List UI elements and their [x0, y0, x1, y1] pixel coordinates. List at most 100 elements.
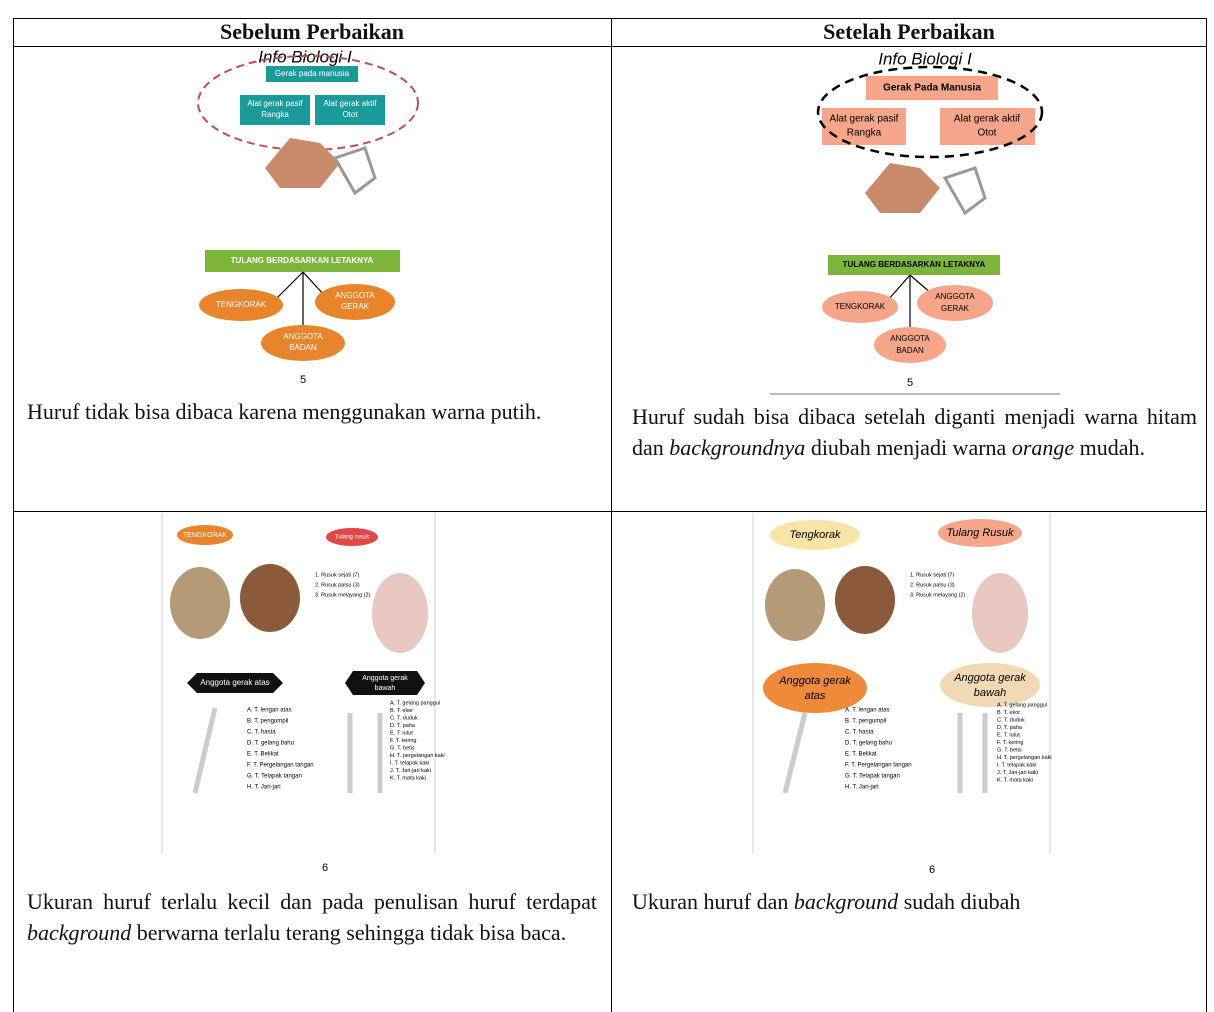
list-item: 2. Rusuk palsu (3)	[910, 582, 955, 588]
label-text: Tengkorak	[790, 529, 841, 541]
label-shape	[187, 673, 283, 693]
label-shape	[763, 663, 867, 713]
box-text: Rangka	[261, 110, 289, 119]
list-item: C. T. hasta	[247, 730, 276, 736]
label-text: Anggota gerak	[778, 675, 851, 687]
caption-text: backgroundnya	[669, 435, 806, 460]
label-text: Tulang rusuk	[335, 535, 370, 541]
node-text: ANGGOTA	[935, 292, 975, 301]
caption-text: background	[793, 889, 899, 914]
node-text: GERAK	[941, 304, 970, 313]
list-item: H. T. Jari-jari	[247, 785, 281, 791]
node-text: ANGGOTA	[283, 332, 323, 341]
box-text: Gerak pada manusia	[275, 69, 350, 78]
label-text: Anggota gerak	[953, 672, 1026, 684]
list-item: E. T. lutut	[390, 730, 413, 736]
banner	[205, 250, 400, 272]
hand-illustration	[265, 138, 377, 196]
box-text: Otot	[978, 128, 997, 139]
caption-text: Ukuran huruf terlalu kecil dan pada penu…	[27, 889, 597, 914]
list-item: 1. Rusuk sejati (7)	[315, 572, 359, 578]
node-text: ANGGOTA	[890, 334, 930, 343]
list-item: K. T. mata kaki	[390, 775, 426, 781]
caption: Ukuran huruf terlalu kecil dan pada penu…	[27, 886, 597, 948]
node	[822, 291, 898, 323]
list-item: 1. Rusuk sejati (7)	[910, 572, 954, 578]
page-number: 5	[300, 374, 306, 386]
list-item: A. T. lengan atas	[845, 708, 890, 714]
list-item: B. T. pengumpil	[247, 719, 288, 725]
node-text: TENGKORAK	[216, 300, 267, 309]
caption-text: diubah menjadi warna	[805, 435, 1012, 460]
rule	[13, 511, 1207, 512]
rule	[13, 18, 1207, 19]
list-item: I. T. telapak kaki	[390, 760, 429, 766]
list-item: G. T. Telapak tangan	[845, 774, 900, 780]
page-number: 5	[907, 377, 913, 389]
list-item: E. T. lutut	[997, 732, 1020, 738]
list-item: A. T. gelang panggul	[997, 702, 1047, 708]
list-item: D. T. paha	[390, 723, 416, 729]
rule	[13, 46, 1207, 47]
caption: Huruf tidak bisa dibaca karena menggunak…	[27, 396, 597, 427]
label-text: TENGKORAK	[183, 532, 227, 539]
list-item: 3. Rusuk melayang (2)	[910, 592, 965, 598]
list-item: G. T. Telapak tangan	[247, 774, 302, 780]
list-item: B. T. ekor	[390, 708, 413, 714]
arrows	[274, 271, 326, 328]
list-item: F. T. Pergelangan tangan	[845, 763, 912, 769]
banner-text: TULANG BERDASARKAN LETAKNYA	[231, 256, 374, 265]
caption-text: sudah diubah	[898, 889, 1021, 914]
node-text: ANGGOTA	[335, 291, 375, 300]
list-item: B. T. ekor	[997, 710, 1020, 716]
list-item: J. T. Jari-jari kaki	[997, 770, 1038, 776]
label-text: Anggota gerak	[362, 675, 408, 682]
page-number: 6	[929, 864, 935, 876]
box-text: Alat gerak aktif	[954, 114, 1020, 125]
box-text: Alat gerak pasif	[830, 114, 899, 125]
list-item: D. T. gelang bahu	[247, 741, 294, 747]
node-text: GERAK	[341, 302, 370, 311]
banner	[828, 255, 1000, 275]
list-item: C. T. duduk	[390, 715, 418, 721]
rule	[611, 18, 612, 1012]
list-item: C. T. hasta	[845, 730, 874, 736]
caption: Huruf sudah bisa dibaca setelah diganti …	[632, 401, 1197, 463]
list-item: B. T. pengumpil	[845, 719, 886, 725]
label-shape	[938, 519, 1022, 547]
label-shape	[940, 663, 1040, 707]
column-header: Setelah Perbaikan	[823, 19, 995, 44]
node-text: TENGKORAK	[835, 302, 886, 311]
caption: Ukuran huruf dan background sudah diubah	[632, 886, 1197, 917]
box-text: Otot	[342, 110, 358, 119]
box-text: Alat gerak pasif	[247, 99, 303, 108]
highlight	[816, 65, 1044, 159]
caption-text: Ukuran huruf dan	[632, 889, 794, 914]
hand-illustration	[865, 163, 987, 216]
list-item: D. T. gelang bahu	[845, 741, 892, 747]
label-text: atas	[805, 690, 826, 702]
rib-illustration	[372, 573, 428, 653]
list-item: H. T. pergelangan kaki	[390, 753, 445, 759]
box-text: Rangka	[847, 128, 882, 139]
label-text: bawah	[375, 685, 396, 692]
slide-image: Info Biologi I Gerak pada manusia Alat g…	[197, 48, 419, 386]
rule	[1206, 18, 1207, 1012]
list-item: G. T. betis	[390, 745, 415, 751]
banner-text: TULANG BERDASARKAN LETAKNYA	[843, 260, 986, 269]
list-item: I. T. telapak kaki	[997, 762, 1036, 768]
list-item: D. T. paha	[997, 725, 1023, 731]
box-text: Gerak Pada Manusia	[883, 83, 981, 94]
node	[917, 285, 993, 321]
list-item: F. T. kering	[390, 738, 417, 744]
node	[261, 325, 345, 361]
list-item: J. T. Jari-jari kaki	[390, 768, 431, 774]
label-shape	[770, 520, 860, 550]
list-item: A. T. lengan atas	[247, 708, 292, 714]
slide-image: Tengkorak Tulang Rusuk Anggota gerak ata…	[752, 513, 1052, 876]
label-shape	[177, 525, 233, 545]
caption-text: mudah.	[1074, 435, 1146, 460]
list-item: F. T. kering	[997, 740, 1024, 746]
skull-illustration	[765, 566, 895, 641]
node-text: BADAN	[289, 343, 317, 352]
